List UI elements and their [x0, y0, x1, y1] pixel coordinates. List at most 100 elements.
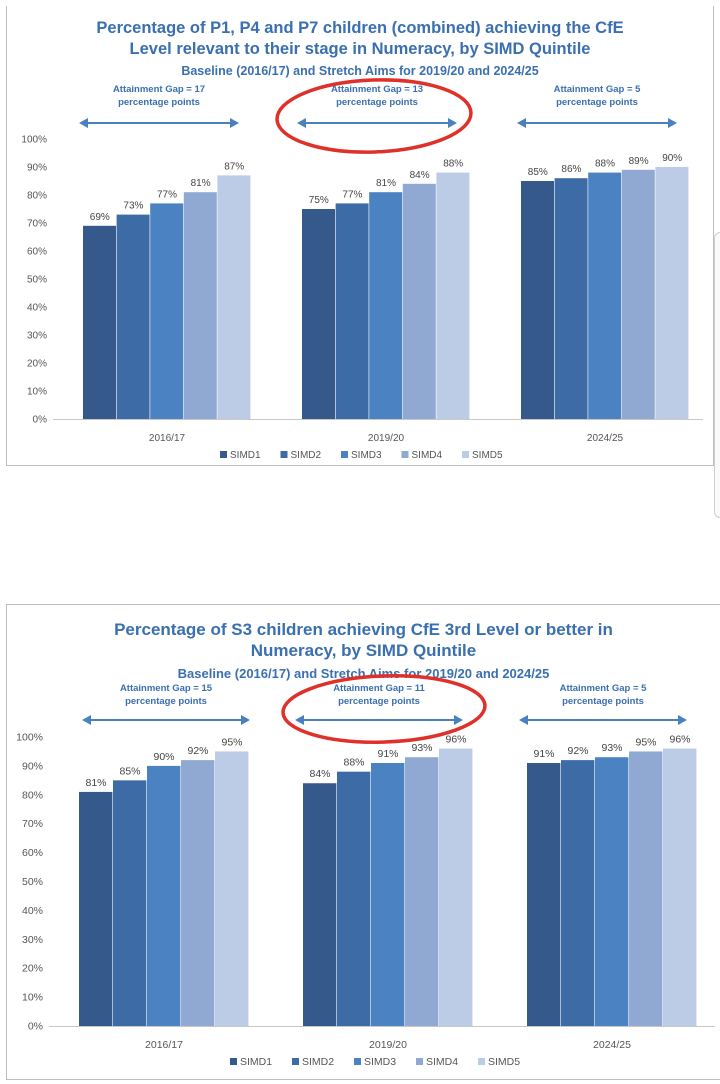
chart-title-line1: Percentage of P1, P4 and P7 children (co…: [96, 19, 624, 37]
bar: [217, 175, 251, 419]
gap-arrow-head-right: [448, 118, 457, 128]
bar-value-label: 92%: [567, 745, 588, 757]
chart-title-line1: Percentage of S3 children achieving CfE …: [114, 620, 613, 639]
legend-label: SIMD2: [291, 450, 322, 461]
y-tick-label: 60%: [27, 247, 47, 258]
gap-arrow-head-right: [668, 118, 677, 128]
attainment-gap-label: Attainment Gap = 13: [331, 84, 423, 95]
y-tick-label: 10%: [27, 387, 47, 398]
legend-label: SIMD2: [302, 1056, 334, 1068]
y-tick-label: 80%: [27, 191, 47, 202]
attainment-gap-label: Attainment Gap = 5: [554, 84, 642, 95]
bar: [116, 214, 150, 419]
legend-swatch: [462, 451, 469, 458]
legend-label: SIMD1: [230, 450, 261, 461]
bar: [527, 763, 561, 1026]
bar: [215, 751, 249, 1026]
attainment-gap-label: percentage points: [336, 97, 418, 108]
y-tick-label: 100%: [16, 732, 43, 744]
chart-subtitle: Baseline (2016/17) and Stretch Aims for …: [177, 666, 550, 681]
attainment-gap-label: percentage points: [562, 696, 644, 707]
bar-value-label: 87%: [224, 161, 244, 172]
bar: [439, 748, 473, 1026]
bar: [663, 748, 697, 1026]
bar: [113, 780, 147, 1026]
y-tick-label: 30%: [27, 331, 47, 342]
legend-label: SIMD5: [472, 450, 503, 461]
gap-arrow-head-left: [295, 715, 304, 725]
legend-swatch: [341, 451, 348, 458]
chart-title-line2: Level relevant to their stage in Numerac…: [129, 39, 591, 58]
bar: [371, 763, 405, 1026]
bar: [302, 209, 335, 419]
chart-title-line2: Numeracy, by SIMD Quintile: [250, 641, 477, 661]
bar-value-label: 73%: [123, 201, 143, 212]
bar-value-label: 81%: [85, 777, 106, 789]
x-category-label: 2024/25: [587, 433, 624, 444]
x-category-label: 2016/17: [149, 433, 186, 444]
gap-arrow-head-right: [678, 715, 687, 725]
bar-chart-primary: 0% 10% 20% 30% 40% 50% 60% 70% 80% 90% 100% 69% 73% 7…: [21, 78, 703, 461]
gap-arrow-head-right: [230, 118, 239, 128]
y-tick-label: 100%: [21, 135, 47, 146]
bar: [629, 751, 663, 1026]
bar: [621, 169, 655, 419]
y-tick-label: 40%: [27, 303, 47, 314]
y-tick-label: 70%: [27, 219, 47, 230]
bar-value-label: 84%: [309, 768, 330, 780]
y-tick-label: 90%: [27, 163, 47, 174]
bar-value-label: 96%: [669, 734, 690, 746]
bar: [181, 760, 215, 1026]
attainment-gap-label: percentage points: [338, 696, 420, 707]
bar: [436, 172, 470, 419]
bar-value-label: 93%: [411, 742, 432, 754]
bar-value-label: 91%: [533, 748, 554, 760]
bar-value-label: 86%: [561, 164, 581, 175]
bar-value-label: 69%: [90, 212, 110, 223]
gap-arrow-head-left: [517, 118, 526, 128]
y-tick-label: 20%: [22, 963, 43, 975]
attainment-gap-label: Attainment Gap = 17: [113, 84, 205, 95]
bar-value-label: 92%: [187, 745, 208, 757]
bar-value-label: 88%: [443, 159, 463, 170]
bar: [655, 167, 689, 419]
legend-label: SIMD5: [488, 1056, 520, 1068]
x-category-label: 2016/17: [145, 1039, 183, 1051]
legend-swatch: [354, 1058, 361, 1065]
bar: [595, 757, 629, 1026]
chart-panel-s3: Percentage of S3 children achieving CfE …: [6, 604, 720, 1080]
bar-value-label: 81%: [376, 178, 396, 189]
y-tick-label: 10%: [22, 992, 43, 1004]
legend-swatch: [280, 451, 288, 458]
side-panel-handle[interactable]: [714, 232, 720, 518]
attainment-gap-label: percentage points: [125, 696, 207, 707]
bar-value-label: 85%: [119, 765, 140, 777]
bar: [337, 771, 371, 1026]
bar-value-label: 75%: [309, 195, 329, 206]
legend-swatch: [416, 1058, 423, 1065]
bar-value-label: 96%: [445, 734, 466, 746]
bar-value-label: 90%: [662, 153, 682, 164]
legend-swatch: [230, 1058, 237, 1065]
y-tick-label: 50%: [27, 275, 47, 286]
bar-value-label: 88%: [343, 757, 364, 769]
y-tick-label: 40%: [22, 905, 43, 917]
bar-value-label: 88%: [595, 159, 615, 170]
attainment-gap-label: Attainment Gap = 11: [333, 683, 425, 694]
bar-value-label: 93%: [601, 742, 622, 754]
gap-arrow-head-right: [454, 715, 463, 725]
gap-arrow-head-left: [82, 715, 91, 725]
bar-value-label: 95%: [221, 736, 242, 748]
y-tick-label: 50%: [22, 876, 43, 888]
bar-value-label: 91%: [377, 748, 398, 760]
bar: [147, 765, 181, 1026]
legend-swatch: [292, 1058, 299, 1065]
bar: [588, 172, 622, 419]
gap-arrow-head-left: [519, 715, 528, 725]
bar: [335, 203, 369, 419]
gap-arrow-head-right: [241, 715, 250, 725]
y-tick-label: 90%: [22, 760, 43, 772]
y-tick-label: 30%: [22, 934, 43, 946]
bar: [183, 192, 217, 419]
bar-value-label: 81%: [191, 178, 211, 189]
